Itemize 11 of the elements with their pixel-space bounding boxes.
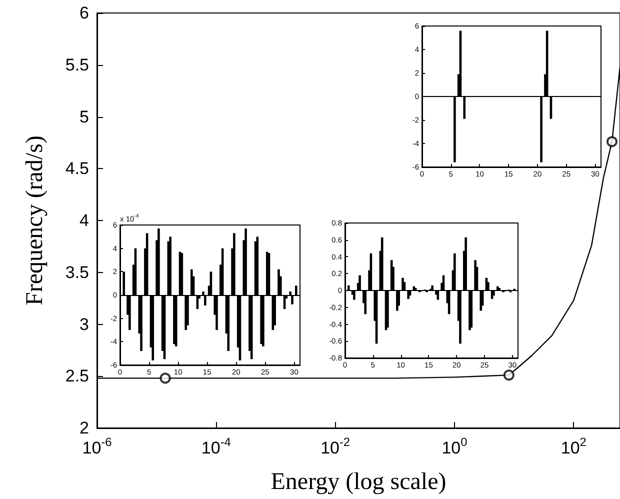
y-tick-label: 2.5 bbox=[65, 366, 89, 386]
y-tick-label: 5.5 bbox=[65, 55, 89, 74]
y-tick-label: 2 bbox=[80, 418, 89, 438]
y-tick-label: 6 bbox=[80, 4, 89, 22]
y-tick-label: 3.5 bbox=[65, 262, 89, 282]
y-tick-label: 3 bbox=[80, 314, 89, 334]
y-axis-title: Frequency (rad/s) bbox=[22, 136, 48, 306]
y-tick-label: 4 bbox=[80, 211, 89, 230]
y-tick-label: 4.5 bbox=[65, 159, 89, 178]
x-axis-title: Energy (log scale) bbox=[270, 469, 446, 495]
y-tick-label: 5 bbox=[80, 107, 89, 126]
